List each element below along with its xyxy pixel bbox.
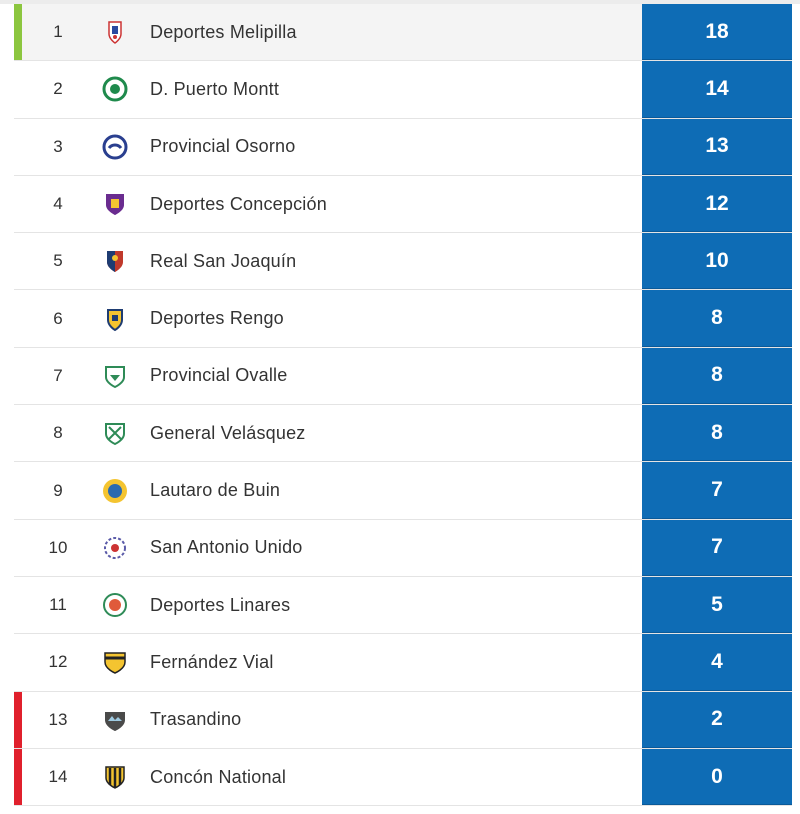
table-row[interactable]: 4 Deportes Concepción 12 xyxy=(14,175,792,234)
team-name[interactable]: General Velásquez xyxy=(150,422,306,443)
position-number: 10 xyxy=(48,537,68,557)
table-row[interactable]: 6 Deportes Rengo 8 xyxy=(14,290,792,348)
points-cell: 8 xyxy=(642,290,792,347)
points-cell: 14 xyxy=(642,61,792,118)
table-row[interactable]: 3 Provincial Osorno 13 xyxy=(14,118,792,176)
linares-crest-icon xyxy=(102,592,128,618)
position-number: 7 xyxy=(53,365,63,385)
melipilla-crest-icon xyxy=(102,19,128,45)
position-number: 2 xyxy=(53,79,63,99)
team-name[interactable]: Deportes Concepción xyxy=(150,193,327,214)
points-cell: 7 xyxy=(642,519,792,576)
points-cell: 18 xyxy=(642,4,792,61)
concepcion-crest-icon xyxy=(102,191,128,217)
table-row[interactable]: 12 Fernández Vial 4 xyxy=(14,634,792,692)
table-row[interactable]: 11 Deportes Linares 5 xyxy=(14,576,792,635)
team-name[interactable]: Deportes Linares xyxy=(150,594,291,615)
table-row[interactable]: 9 Lautaro de Buin 7 xyxy=(14,462,792,520)
position-number: 13 xyxy=(48,709,68,729)
table-row[interactable]: 10 San Antonio Unido 7 xyxy=(14,519,792,577)
buin-crest-icon xyxy=(102,478,128,504)
trasandino-crest-icon xyxy=(102,707,128,733)
points-cell: 0 xyxy=(642,748,792,806)
position-number: 8 xyxy=(53,423,63,443)
position-number: 9 xyxy=(53,480,63,500)
position-number: 3 xyxy=(53,136,63,156)
position-number: 5 xyxy=(53,251,63,271)
table-row[interactable]: 7 Provincial Ovalle 8 xyxy=(14,347,792,406)
team-name[interactable]: San Antonio Unido xyxy=(150,537,303,558)
relegation-indicator xyxy=(14,748,22,806)
team-name[interactable]: D. Puerto Montt xyxy=(150,78,280,99)
position-number: 6 xyxy=(53,308,63,328)
table-row[interactable]: 2 D. Puerto Montt 14 xyxy=(14,61,792,119)
team-name[interactable]: Deportes Rengo xyxy=(150,308,284,329)
points-cell: 13 xyxy=(642,118,792,175)
san-joaquin-crest-icon xyxy=(102,248,128,274)
points-cell: 2 xyxy=(642,691,792,748)
points-cell: 5 xyxy=(642,576,792,634)
team-name[interactable]: Concón National xyxy=(150,766,287,787)
position-number: 4 xyxy=(53,194,63,214)
team-name[interactable]: Real San Joaquín xyxy=(150,250,297,271)
table-row[interactable]: 5 Real San Joaquín 10 xyxy=(14,233,792,291)
table-row[interactable]: 8 General Velásquez 8 xyxy=(14,405,792,463)
velasquez-crest-icon xyxy=(102,420,128,446)
team-name[interactable]: Deportes Melipilla xyxy=(150,21,297,42)
relegation-indicator xyxy=(14,691,22,748)
position-number: 11 xyxy=(49,595,67,615)
points-cell: 8 xyxy=(642,405,792,462)
points-cell: 8 xyxy=(642,347,792,405)
points-cell: 7 xyxy=(642,462,792,519)
team-name[interactable]: Trasandino xyxy=(150,709,242,730)
team-name[interactable]: Provincial Osorno xyxy=(150,136,296,157)
points-cell: 10 xyxy=(642,233,792,290)
position-number: 1 xyxy=(53,22,63,42)
position-number: 12 xyxy=(48,652,68,672)
ovalle-crest-icon xyxy=(102,363,128,389)
team-name[interactable]: Provincial Ovalle xyxy=(150,365,288,386)
puerto-montt-crest-icon xyxy=(102,76,128,102)
osorno-crest-icon xyxy=(102,134,128,160)
position-number: 14 xyxy=(48,767,68,786)
points-cell: 4 xyxy=(642,634,792,691)
table-row[interactable]: 13 Trasandino 2 xyxy=(14,691,792,749)
team-name[interactable]: Fernández Vial xyxy=(150,651,274,672)
leader-indicator xyxy=(14,4,22,61)
table-row[interactable]: 14 Concón National 0 xyxy=(14,748,792,807)
fernandez-vial-crest-icon xyxy=(102,649,128,675)
san-antonio-crest-icon xyxy=(102,535,128,561)
points-cell: 12 xyxy=(642,175,792,233)
rengo-crest-icon xyxy=(102,306,128,332)
team-name[interactable]: Lautaro de Buin xyxy=(150,480,281,501)
table-row[interactable]: 1 Deportes Melipilla 18 xyxy=(14,4,792,62)
concon-crest-icon xyxy=(102,764,128,790)
